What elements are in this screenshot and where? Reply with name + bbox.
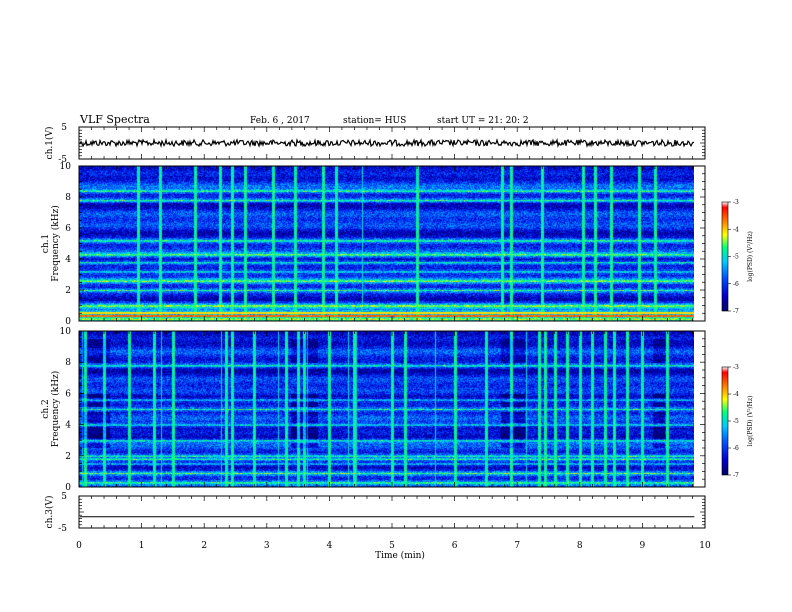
x-axis-label: Time (min) — [375, 550, 425, 561]
colorbar-tick-label: -3 — [733, 364, 739, 371]
y-axis-label-channel: ch.1 — [41, 234, 51, 253]
colorbar-tick-label: -6 — [733, 445, 739, 452]
y-axis-label: ch.3(V) — [44, 496, 55, 529]
x-tick-label: 10 — [699, 541, 711, 551]
y-tick-label: 4 — [65, 255, 71, 265]
spectrogram-image — [79, 166, 694, 321]
colorbar-gradient — [721, 201, 729, 312]
y-tick-label: 2 — [65, 286, 71, 296]
ch1-spectrogram-panel: 0 2 4 6 8 10 ch.1 Frequency (kHz) — [41, 162, 706, 327]
x-tick-label: 8 — [577, 541, 583, 551]
station-label: station= HUS — [343, 116, 406, 126]
x-tick-label: 4 — [327, 541, 333, 551]
colorbar-label: log(PSD) (V²/Hz) — [747, 231, 754, 282]
y-tick-label: 8 — [65, 193, 71, 203]
y-tick-label: -5 — [58, 155, 67, 165]
y-axis-label-frequency: Frequency (kHz) — [50, 371, 61, 448]
x-tick-label: 9 — [640, 541, 646, 551]
colorbar-tick-label: -7 — [733, 308, 739, 315]
colorbar-tick-label: -7 — [733, 472, 739, 479]
x-tick-label: 0 — [76, 541, 82, 551]
colorbar-gradient — [721, 366, 729, 476]
x-tick-label: 3 — [264, 541, 270, 551]
colorbar-tick-label: -5 — [733, 418, 739, 425]
colorbar-tick-label: -3 — [733, 199, 739, 206]
date-label: Feb. 6 , 2017 — [250, 116, 310, 126]
colorbar-tick-label: -4 — [733, 226, 739, 233]
ch2-spectrogram-panel: 0 2 4 6 8 10 ch.2 Frequency (kHz) — [41, 327, 706, 493]
colorbar-tick-label: -4 — [733, 391, 739, 398]
colorbar-label: log(PSD) (V²/Hz) — [747, 396, 754, 447]
y-axis-label: ch.1(V) — [44, 127, 55, 160]
y-tick-label: 10 — [60, 162, 72, 172]
y-tick-label: 8 — [65, 358, 71, 368]
figure-title: VLF Spectra — [79, 113, 150, 126]
y-tick-label: 4 — [65, 421, 71, 431]
colorbar-tick-label: -6 — [733, 281, 739, 288]
ch2-colorbar: -3 -4 -5 -6 -7 log(PSD) (V²/Hz) — [721, 364, 754, 479]
x-axis-ticks: 0 1 2 3 4 5 6 7 8 9 10 — [76, 541, 711, 551]
start-time-label: start UT = 21: 20: 2 — [437, 116, 529, 126]
x-tick-label: 1 — [139, 541, 145, 551]
x-tick-label: 6 — [452, 541, 458, 551]
y-tick-label: 6 — [65, 224, 71, 234]
ch3-waveform-panel: 5 -5ch.3(V) — [44, 492, 706, 534]
x-tick-label: 2 — [201, 541, 207, 551]
waveform-trace — [79, 137, 695, 149]
y-tick-label: 5 — [61, 492, 67, 502]
ch1-colorbar: -3 -4 -5 -6 -7 log(PSD) (V²/Hz) — [721, 199, 754, 315]
y-tick-label: 5 — [61, 123, 67, 133]
ch1-waveform-panel: 5 -5ch.1(V) — [44, 123, 706, 165]
x-tick-label: 7 — [514, 541, 520, 551]
y-tick-label: 10 — [60, 327, 72, 337]
y-tick-label: 0 — [65, 483, 71, 493]
y-axis-label-channel: ch.2 — [41, 399, 51, 418]
y-tick-label: 6 — [65, 389, 71, 399]
y-tick-label: 0 — [65, 317, 71, 327]
y-axis-label-frequency: Frequency (kHz) — [50, 205, 61, 282]
colorbar-tick-label: -5 — [733, 254, 739, 261]
spectrogram-image — [79, 331, 694, 487]
y-tick-label: 2 — [65, 452, 71, 462]
x-tick-label: 5 — [389, 541, 395, 551]
y-tick-label: -5 — [58, 524, 67, 534]
